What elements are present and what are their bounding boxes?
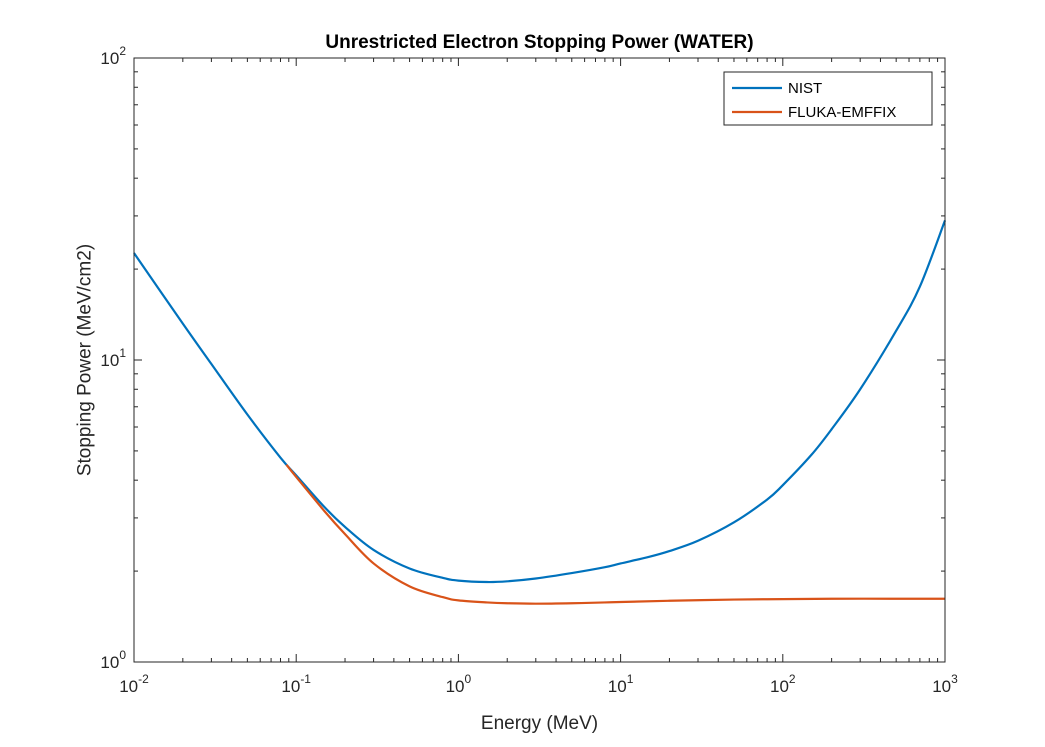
x-axis-label: Energy (MeV) xyxy=(481,713,598,734)
y-tick-label: 100 xyxy=(100,648,126,672)
legend-box xyxy=(723,71,933,126)
y-tick-label: 101 xyxy=(100,346,126,370)
series-layer xyxy=(133,219,947,605)
x-tick-label: 10-1 xyxy=(281,672,311,696)
y-tick-label: 102 xyxy=(100,44,126,68)
y-axis-label: Stopping Power (MeV/cm2) xyxy=(75,244,96,476)
y-tick-labels: 100 101 102 xyxy=(100,44,126,672)
x-tick-label: 101 xyxy=(608,672,634,696)
x-tick-labels: 10-2 10-1 100 101 102 103 xyxy=(119,672,958,696)
legend: NIST FLUKA-EMFFIX xyxy=(723,71,933,126)
series-line-fluka-emffix xyxy=(285,464,945,605)
x-tick-label: 103 xyxy=(932,672,958,696)
chart-title: Unrestricted Electron Stopping Power (WA… xyxy=(325,32,753,53)
x-tick-label: 10-2 xyxy=(119,672,149,696)
legend-label: NIST xyxy=(788,80,822,97)
plot-frame xyxy=(133,57,946,663)
plot-area xyxy=(134,58,945,662)
legend-label: FLUKA-EMFFIX xyxy=(788,104,896,121)
x-tick-label: 100 xyxy=(446,672,472,696)
x-tick-label: 102 xyxy=(770,672,796,696)
